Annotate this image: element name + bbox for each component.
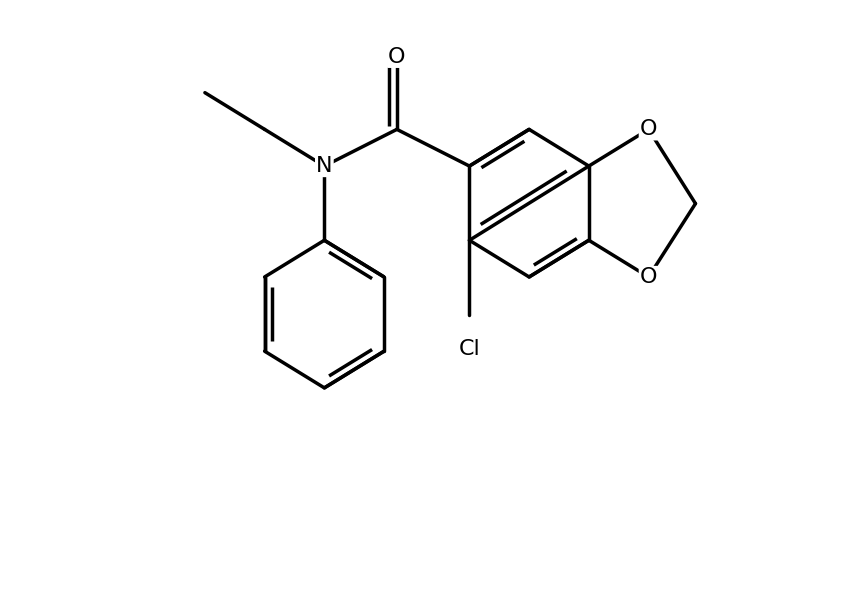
Text: Cl: Cl — [458, 338, 480, 359]
Text: O: O — [639, 119, 657, 139]
Text: O: O — [639, 267, 657, 287]
Text: O: O — [387, 47, 406, 67]
Text: N: N — [316, 156, 332, 176]
